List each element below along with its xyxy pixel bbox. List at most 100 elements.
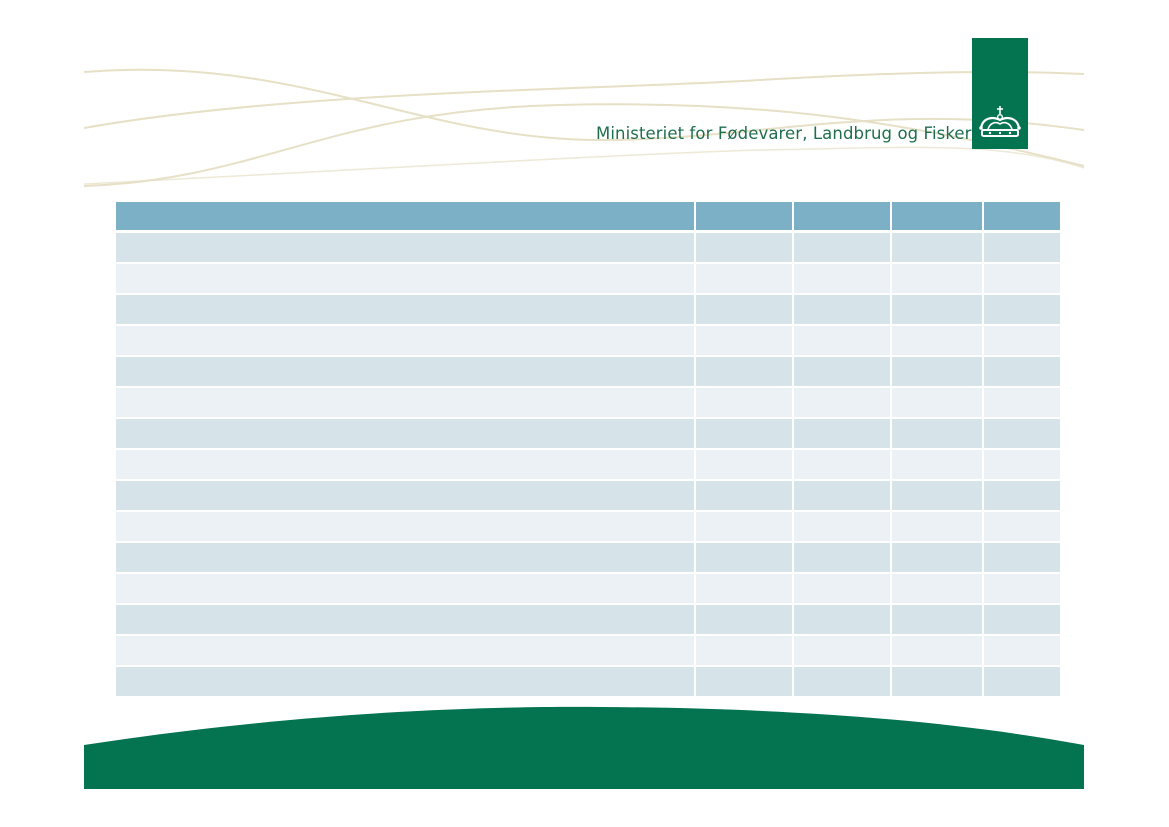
table-cell [695,635,794,667]
table-row [116,542,1060,574]
table-cell [983,294,1060,326]
table-cell [695,325,794,357]
table-cell [116,294,696,326]
table-cell [983,356,1060,388]
table-row [116,666,1060,696]
table-cell [983,542,1060,574]
table-cell [793,387,892,419]
table-cell [983,573,1060,605]
table-cell [891,480,984,512]
table-row [116,480,1060,512]
table-header-cell [891,202,984,233]
table-cell [116,480,696,512]
table-cell [695,294,794,326]
table-cell [983,511,1060,543]
table-cell [793,573,892,605]
table-cell [793,666,892,696]
table-cell [695,356,794,388]
table-header-row [116,202,1060,233]
table-cell [891,325,984,357]
table-cell [695,231,794,264]
table-cell [891,263,984,295]
table-cell [695,604,794,636]
table-row [116,325,1060,357]
ministry-title: Ministeriet for Fødevarer, Landbrug og F… [596,124,977,143]
table-cell [891,418,984,450]
table-cell [116,511,696,543]
table-cell [116,635,696,667]
table-cell [116,387,696,419]
table-cell [695,573,794,605]
table-cell [116,263,696,295]
table-cell [983,387,1060,419]
table-cell [983,263,1060,295]
table-cell [793,231,892,264]
table-row [116,418,1060,450]
table-cell [983,418,1060,450]
table-header-cell [983,202,1060,233]
table-cell [793,294,892,326]
table-cell [695,263,794,295]
table-cell [983,480,1060,512]
table-cell [793,263,892,295]
table-cell [983,635,1060,667]
table-cell [891,449,984,481]
data-table [116,202,1060,696]
table-cell [116,666,696,696]
table-cell [695,542,794,574]
table-cell [891,231,984,264]
crown-icon [979,106,1021,137]
table-cell [891,666,984,696]
table-cell [983,449,1060,481]
wave-line-4 [83,146,1085,185]
table-cell [891,635,984,667]
table-cell [891,573,984,605]
table-cell [891,356,984,388]
table-row [116,231,1060,264]
table-cell [793,511,892,543]
table-cell [116,449,696,481]
table-cell [116,231,696,264]
table-cell [891,294,984,326]
table-row [116,604,1060,636]
table-header-cell [695,202,794,233]
table-cell [793,418,892,450]
wave-line-1 [83,68,1085,142]
table-cell [695,480,794,512]
table-cell [983,666,1060,696]
table-cell [793,325,892,357]
table-cell [983,325,1060,357]
table-cell [793,356,892,388]
table-cell [116,573,696,605]
table-cell [116,604,696,636]
table-cell [695,418,794,450]
ministry-logo [972,38,1028,149]
table-row [116,356,1060,388]
table-row [116,387,1060,419]
green-hill [84,706,1084,789]
table-cell [983,231,1060,264]
table-cell [983,604,1060,636]
table-cell [116,325,696,357]
table-cell [695,449,794,481]
table-row [116,449,1060,481]
table-cell [793,604,892,636]
table-row [116,635,1060,667]
table-cell [793,480,892,512]
table-row [116,511,1060,543]
wave-line-3 [83,103,1085,187]
table-cell [891,542,984,574]
table-cell [695,666,794,696]
table-cell [793,635,892,667]
table-cell [116,356,696,388]
table-cell [891,511,984,543]
table-cell [891,387,984,419]
table-cell [116,418,696,450]
table-header-cell [793,202,892,233]
table-cell [695,511,794,543]
table-cell [116,542,696,574]
table-cell [695,387,794,419]
table-cell [793,542,892,574]
